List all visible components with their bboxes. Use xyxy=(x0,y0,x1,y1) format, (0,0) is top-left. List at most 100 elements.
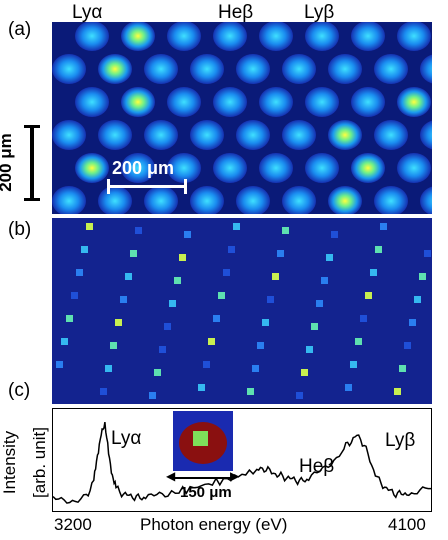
xray-spot xyxy=(167,153,201,183)
pinhole-square xyxy=(409,319,416,326)
horizontal-scale-cap-left xyxy=(107,179,110,194)
vertical-scale-cap-bottom xyxy=(24,198,40,201)
panel-b-image xyxy=(52,218,432,404)
pinhole-square xyxy=(135,227,142,234)
pinhole-square xyxy=(365,292,372,299)
inset-arrow-right: ▶ xyxy=(230,469,240,483)
pinhole-square xyxy=(277,250,284,257)
xray-spot xyxy=(167,87,201,117)
pinhole-square xyxy=(56,361,63,368)
xray-spot xyxy=(75,153,109,183)
horizontal-scale-cap-right xyxy=(184,179,187,194)
spectrum-ylabel-line2: [arb. unit] xyxy=(29,427,49,498)
pinhole-square xyxy=(301,369,308,376)
xray-spot xyxy=(374,54,408,84)
xray-spot xyxy=(374,120,408,150)
pinhole-square xyxy=(404,342,411,349)
pinhole-square xyxy=(257,342,264,349)
panel-a-image xyxy=(52,22,432,214)
xray-spot xyxy=(305,153,339,183)
xray-spot xyxy=(144,186,178,214)
xray-spot xyxy=(121,153,155,183)
pinhole-square xyxy=(61,338,68,345)
xray-spot xyxy=(351,153,385,183)
pinhole-square xyxy=(252,365,259,372)
inset-pinhole xyxy=(193,431,208,446)
pinhole-square xyxy=(233,223,240,230)
pinhole-square xyxy=(247,388,254,395)
pinhole-square xyxy=(375,246,382,253)
horizontal-scale-bar xyxy=(108,185,186,188)
pinhole-square xyxy=(213,315,220,322)
xray-spot xyxy=(236,54,270,84)
heb-top-label: Heβ xyxy=(218,2,254,23)
xray-spot xyxy=(420,120,432,150)
xray-spot xyxy=(420,186,432,214)
horizontal-scale-label: 200 μm xyxy=(112,158,175,178)
pinhole-square xyxy=(76,269,83,276)
inset-svg xyxy=(179,422,227,464)
pinhole-square xyxy=(130,250,137,257)
lya-top-label: Lyα xyxy=(72,2,103,23)
pinhole-square xyxy=(424,250,431,257)
spectrum-ylabel-line1: Intensity xyxy=(0,430,20,495)
pinhole-square xyxy=(223,269,230,276)
xray-spot xyxy=(420,54,432,84)
inset-scale-line xyxy=(173,477,233,479)
panel-c-label: (c) xyxy=(8,380,31,401)
pinhole-square xyxy=(169,300,176,307)
pinhole-square xyxy=(154,369,161,376)
pinhole-square xyxy=(296,392,303,399)
xray-spot xyxy=(397,153,431,183)
pinhole-square xyxy=(179,254,186,261)
spectrum-plot: Lyα Heβ Lyβ ◀ ▶ 150 μm xyxy=(52,408,432,512)
panel-b-squares xyxy=(56,223,431,399)
pinhole-square xyxy=(81,246,88,253)
pinhole-square xyxy=(399,365,406,372)
xray-spot xyxy=(328,54,362,84)
spectrum-ylabel-wrap: Intensity [arb. unit] xyxy=(0,410,49,514)
xray-spot xyxy=(190,186,224,214)
pinhole-square xyxy=(331,231,338,238)
inset-arrow-left: ◀ xyxy=(166,469,176,483)
pinhole-square xyxy=(208,338,215,345)
xray-spot xyxy=(167,22,201,51)
panel-b-label: (b) xyxy=(8,219,32,240)
xray-spot xyxy=(52,54,86,84)
spectrum-xmax-label: 4100 xyxy=(388,515,426,534)
pinhole-square xyxy=(164,323,171,330)
pinhole-square xyxy=(105,365,112,372)
pinhole-square xyxy=(71,292,78,299)
pinhole-square xyxy=(414,296,421,303)
pinhole-square xyxy=(360,315,367,322)
pinhole-square xyxy=(203,361,210,368)
xray-spot xyxy=(282,54,316,84)
vertical-scale-text-wrap: 200 μm xyxy=(0,128,22,200)
pinhole-square xyxy=(218,292,225,299)
xray-spot xyxy=(305,87,339,117)
xray-spot xyxy=(121,87,155,117)
pinhole-square xyxy=(355,338,362,345)
pinhole-square xyxy=(174,277,181,284)
xray-spot xyxy=(236,186,270,214)
pinhole-square xyxy=(272,273,279,280)
pinhole-square xyxy=(184,231,191,238)
xray-spot xyxy=(397,87,431,117)
pinhole-square xyxy=(394,388,401,395)
xray-spot xyxy=(75,22,109,51)
panel-a-label: (a) xyxy=(8,19,32,40)
pinhole-square xyxy=(228,246,235,253)
spectrum-lya-label: Lyα xyxy=(111,428,142,449)
xray-spot xyxy=(282,120,316,150)
xray-spot xyxy=(305,22,339,51)
xray-spot xyxy=(259,153,293,183)
xray-spot xyxy=(144,54,178,84)
lyb-top-label: Lyβ xyxy=(304,2,335,23)
pinhole-square xyxy=(306,346,313,353)
xray-spot xyxy=(374,186,408,214)
xray-spot xyxy=(397,22,431,51)
xray-spot xyxy=(52,120,86,150)
pinhole-square xyxy=(120,296,127,303)
xray-spot xyxy=(351,87,385,117)
xray-spot xyxy=(52,186,86,214)
